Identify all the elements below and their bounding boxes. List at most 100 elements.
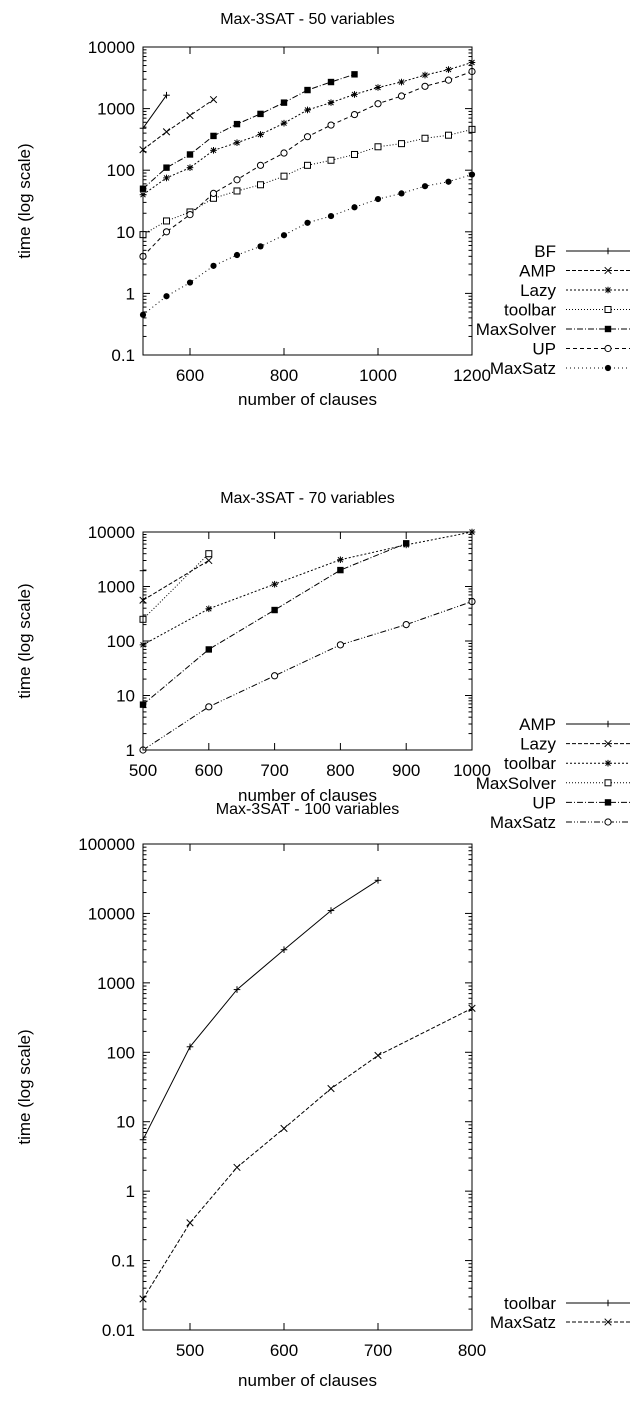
data-point-MaxSolver: [280, 99, 288, 106]
data-point-toolbar: [374, 143, 382, 151]
legend-marker: [604, 266, 612, 275]
data-point-UP: [403, 540, 410, 547]
x-axis-label: number of clauses: [238, 1371, 377, 1390]
y-tick-label: 1: [126, 1182, 135, 1201]
series-line-MaxSatz: [142, 1007, 473, 1300]
plot-area: [139, 528, 476, 754]
data-point-UP: [280, 149, 288, 157]
data-point-BF: [163, 91, 170, 99]
y-tick-label: 100000: [78, 835, 135, 854]
y-tick-label: 10000: [88, 523, 135, 542]
data-point-UP: [186, 211, 194, 219]
data-point-AMP: [162, 128, 171, 136]
data-point-Lazy: [445, 66, 452, 73]
data-point-MaxSatz: [186, 1219, 194, 1227]
y-tick-label: 10000: [88, 38, 135, 57]
plot-frame: [142, 531, 473, 751]
series-line-toolbar: [142, 531, 473, 646]
y-tick-label: 10: [116, 687, 135, 706]
legend-marker: [604, 759, 612, 767]
data-point-MaxSolver: [186, 151, 194, 158]
data-point-Lazy: [163, 174, 170, 182]
legend-marker: [604, 364, 612, 372]
x-tick-label: 900: [392, 761, 420, 780]
series-line-AMP: [142, 99, 214, 151]
legend-label: MaxSatz: [490, 359, 556, 378]
legend-label: UP: [532, 340, 556, 359]
y-tick-label: 1: [126, 284, 135, 303]
data-point-UP: [205, 646, 212, 653]
data-point-UP: [256, 161, 265, 169]
data-point-Lazy: [304, 106, 311, 114]
x-tick-label: 700: [260, 761, 288, 780]
data-point-MaxSatz: [280, 1124, 288, 1133]
data-point-MaxSatz: [163, 293, 170, 300]
data-point-MaxSatz: [421, 183, 429, 190]
data-point-toolbar: [163, 217, 170, 225]
data-point-Lazy: [205, 556, 213, 565]
y-tick-label: 0.1: [111, 1252, 135, 1271]
data-point-toolbar: [280, 946, 288, 954]
data-point-Lazy: [186, 164, 194, 171]
x-tick-label: 1000: [453, 761, 491, 780]
chart-0: Max-3SAT - 50 variables 0.1 1 10 100 1000 1000…: [15, 11, 630, 409]
legend-marker: [604, 306, 612, 313]
data-point-UP: [233, 176, 241, 184]
data-point-UP: [397, 92, 406, 100]
series-line-MaxSolver: [142, 553, 210, 620]
x-tick-label: 600: [176, 366, 204, 385]
plot-area: [139, 59, 476, 318]
x-tick-label: 600: [195, 761, 223, 780]
data-point-MaxSolver: [210, 132, 217, 140]
data-point-MaxSolver: [205, 550, 213, 558]
data-point-Lazy: [210, 147, 217, 154]
legend-marker: [604, 1318, 612, 1326]
legend-label: toolbar: [504, 1294, 556, 1313]
data-point-UP: [162, 228, 171, 236]
legend-label: UP: [532, 793, 556, 812]
data-point-UP: [337, 566, 344, 574]
data-point-MaxSatz: [205, 703, 213, 711]
data-point-UP: [327, 121, 335, 129]
y-tick-label: 1000: [97, 100, 135, 119]
y-axis-label: time (log scale): [15, 143, 34, 258]
data-point-MaxSolver: [327, 78, 335, 86]
x-tick-label: 800: [326, 761, 354, 780]
y-axis-label: time (log scale): [15, 583, 34, 698]
x-tick-label: 1000: [359, 366, 397, 385]
data-point-MaxSatz: [233, 251, 241, 259]
series-line-Lazy: [142, 560, 210, 601]
data-point-toolbar: [257, 181, 264, 189]
data-point-MaxSatz: [402, 620, 410, 629]
series-line-toolbar: [142, 128, 473, 236]
x-tick-label: 800: [270, 366, 298, 385]
data-point-MaxSolver: [257, 110, 264, 118]
data-point-MaxSatz: [280, 232, 288, 239]
data-point-toolbar: [205, 605, 213, 613]
chart-title: Max-3SAT - 100 variables: [216, 801, 399, 818]
y-tick-label: 10: [116, 223, 135, 242]
chart-2: Max-3SAT - 100 variables 0.01 0.1 1 10 100 100…: [15, 801, 630, 1390]
x-axis-label: number of clauses: [238, 786, 377, 805]
data-point-MaxSolver: [163, 164, 170, 171]
data-point-Lazy: [351, 91, 358, 98]
data-point-toolbar: [398, 140, 405, 148]
series-line-MaxSolver: [142, 73, 355, 190]
y-tick-label: 100: [107, 632, 135, 651]
y-tick-label: 0.1: [111, 346, 135, 365]
legend-marker: [604, 325, 612, 333]
data-point-toolbar: [327, 907, 335, 914]
data-point-MaxSatz: [210, 262, 217, 269]
plot-area: [139, 877, 476, 1303]
legend-marker: [604, 739, 612, 748]
legend-label: MaxSatz: [490, 813, 556, 832]
y-tick-label: 100: [107, 1043, 135, 1062]
data-point-AMP: [186, 111, 194, 120]
data-point-MaxSolver: [304, 86, 311, 94]
data-point-MaxSatz: [186, 279, 194, 286]
y-tick-label: 1: [126, 741, 135, 760]
y-axis-label: time (log scale): [15, 1029, 34, 1144]
